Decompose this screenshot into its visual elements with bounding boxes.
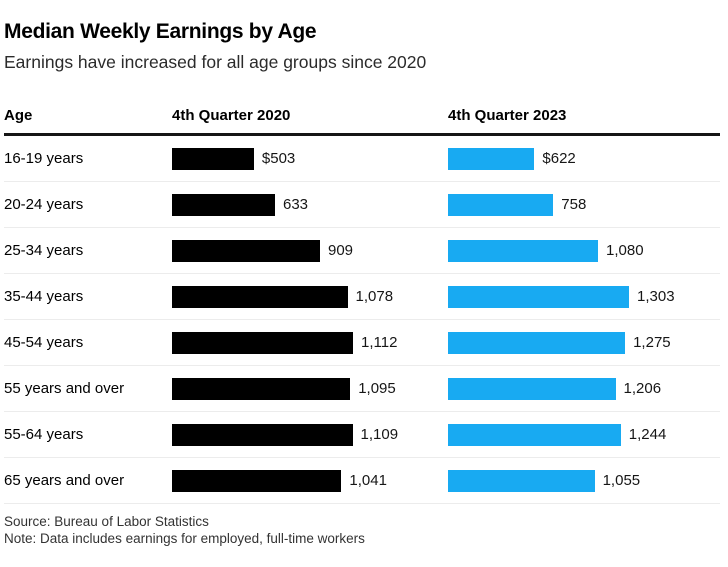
bar-cell-2023: 1,055 — [448, 469, 720, 492]
bar-2023 — [448, 423, 621, 446]
value-label-2023: 758 — [561, 196, 587, 213]
bar-2023 — [448, 285, 629, 308]
bar-cell-2020: 1,095 — [172, 377, 448, 400]
bar-2020 — [172, 331, 353, 354]
age-group-label: 20-24 years — [4, 196, 84, 213]
table-row: 55 years and over 1,095 1,206 — [4, 366, 720, 412]
value-label-2020: 633 — [283, 196, 309, 213]
data-note: Note: Data includes earnings for employe… — [4, 531, 365, 546]
bar-cell-2023: 1,206 — [448, 377, 720, 400]
value-label-2023: 1,055 — [602, 472, 641, 489]
bar-cell-2020: 1,041 — [172, 469, 448, 492]
column-header-2023: 4th Quarter 2023 — [448, 107, 567, 124]
bar-2020 — [172, 423, 353, 446]
bar-cell-2023: 1,275 — [448, 331, 720, 354]
bar-2023 — [448, 331, 626, 354]
table-row: 55-64 years 1,109 1,244 — [4, 412, 720, 458]
bar-2020 — [172, 285, 348, 308]
age-group-label: 45-54 years — [4, 334, 84, 351]
value-label-2020: 1,095 — [358, 380, 396, 397]
age-group-label: 16-19 years — [4, 150, 84, 167]
bar-2023 — [448, 469, 595, 492]
table-row: 20-24 years 633 758 — [4, 182, 720, 228]
bar-2020 — [172, 377, 351, 400]
age-group-label: 25-34 years — [4, 242, 84, 259]
bar-2023 — [448, 147, 535, 170]
bar-cell-2020: 1,109 — [172, 423, 448, 446]
column-header-age: Age — [4, 107, 33, 124]
bar-2020 — [172, 239, 320, 262]
bar-2020 — [172, 147, 254, 170]
bar-cell-2023: 1,244 — [448, 423, 720, 446]
column-header-row: Age 4th Quarter 2020 4th Quarter 2023 — [4, 107, 720, 133]
source-note: Source: Bureau of Labor Statistics — [4, 514, 209, 529]
value-label-2023: 1,080 — [606, 242, 644, 259]
bar-cell-2020: $503 — [172, 147, 448, 170]
bar-table: 16-19 years $503 $622 20-24 years 633 75… — [4, 136, 720, 504]
bar-cell-2023: $622 — [448, 147, 720, 170]
value-label-2023: 1,206 — [623, 380, 662, 397]
bar-2020 — [172, 469, 342, 492]
age-group-label: 55-64 years — [4, 426, 84, 443]
bar-cell-2023: 1,080 — [448, 239, 720, 262]
chart-subtitle: Earnings have increased for all age grou… — [4, 52, 427, 72]
table-row: 25-34 years 909 1,080 — [4, 228, 720, 274]
value-label-2023: 1,303 — [637, 288, 675, 305]
value-label-2023: $622 — [542, 150, 576, 167]
bar-cell-2020: 633 — [172, 193, 448, 216]
bar-2020 — [172, 193, 275, 216]
value-label-2023: 1,244 — [628, 426, 667, 443]
value-label-2020: 1,112 — [361, 334, 398, 351]
age-group-label: 65 years and over — [4, 472, 125, 489]
chart-title: Median Weekly Earnings by Age — [4, 20, 317, 43]
bar-cell-2023: 758 — [448, 193, 720, 216]
footer: Source: Bureau of Labor Statistics Note:… — [4, 504, 720, 547]
table-row: 45-54 years 1,112 1,275 — [4, 320, 720, 366]
table-row: 16-19 years $503 $622 — [4, 136, 720, 182]
bar-cell-2020: 1,112 — [172, 331, 448, 354]
table-row: 35-44 years 1,078 1,303 — [4, 274, 720, 320]
header-rule — [4, 133, 720, 136]
age-group-label: 55 years and over — [4, 380, 125, 397]
table-row: 65 years and over 1,041 1,055 — [4, 458, 720, 504]
bar-2023 — [448, 193, 554, 216]
bar-cell-2020: 909 — [172, 239, 448, 262]
age-group-label: 35-44 years — [4, 288, 84, 305]
bar-cell-2020: 1,078 — [172, 285, 448, 308]
value-label-2020: 909 — [328, 242, 354, 259]
value-label-2020: 1,041 — [349, 472, 387, 489]
chart-container: Median Weekly Earnings by Age Earnings h… — [4, 20, 720, 547]
bar-2023 — [448, 377, 616, 400]
value-label-2020: $503 — [261, 150, 296, 167]
value-label-2020: 1,109 — [360, 426, 399, 443]
bar-2023 — [448, 239, 598, 262]
value-label-2020: 1,078 — [355, 288, 394, 305]
value-label-2023: 1,275 — [633, 334, 671, 351]
bar-cell-2023: 1,303 — [448, 285, 720, 308]
column-header-2020: 4th Quarter 2020 — [172, 107, 291, 124]
